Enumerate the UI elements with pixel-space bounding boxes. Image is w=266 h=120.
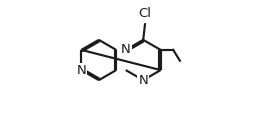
Text: N: N: [121, 43, 131, 56]
Text: N: N: [138, 74, 148, 87]
Text: Cl: Cl: [139, 7, 152, 20]
Text: N: N: [76, 64, 86, 77]
